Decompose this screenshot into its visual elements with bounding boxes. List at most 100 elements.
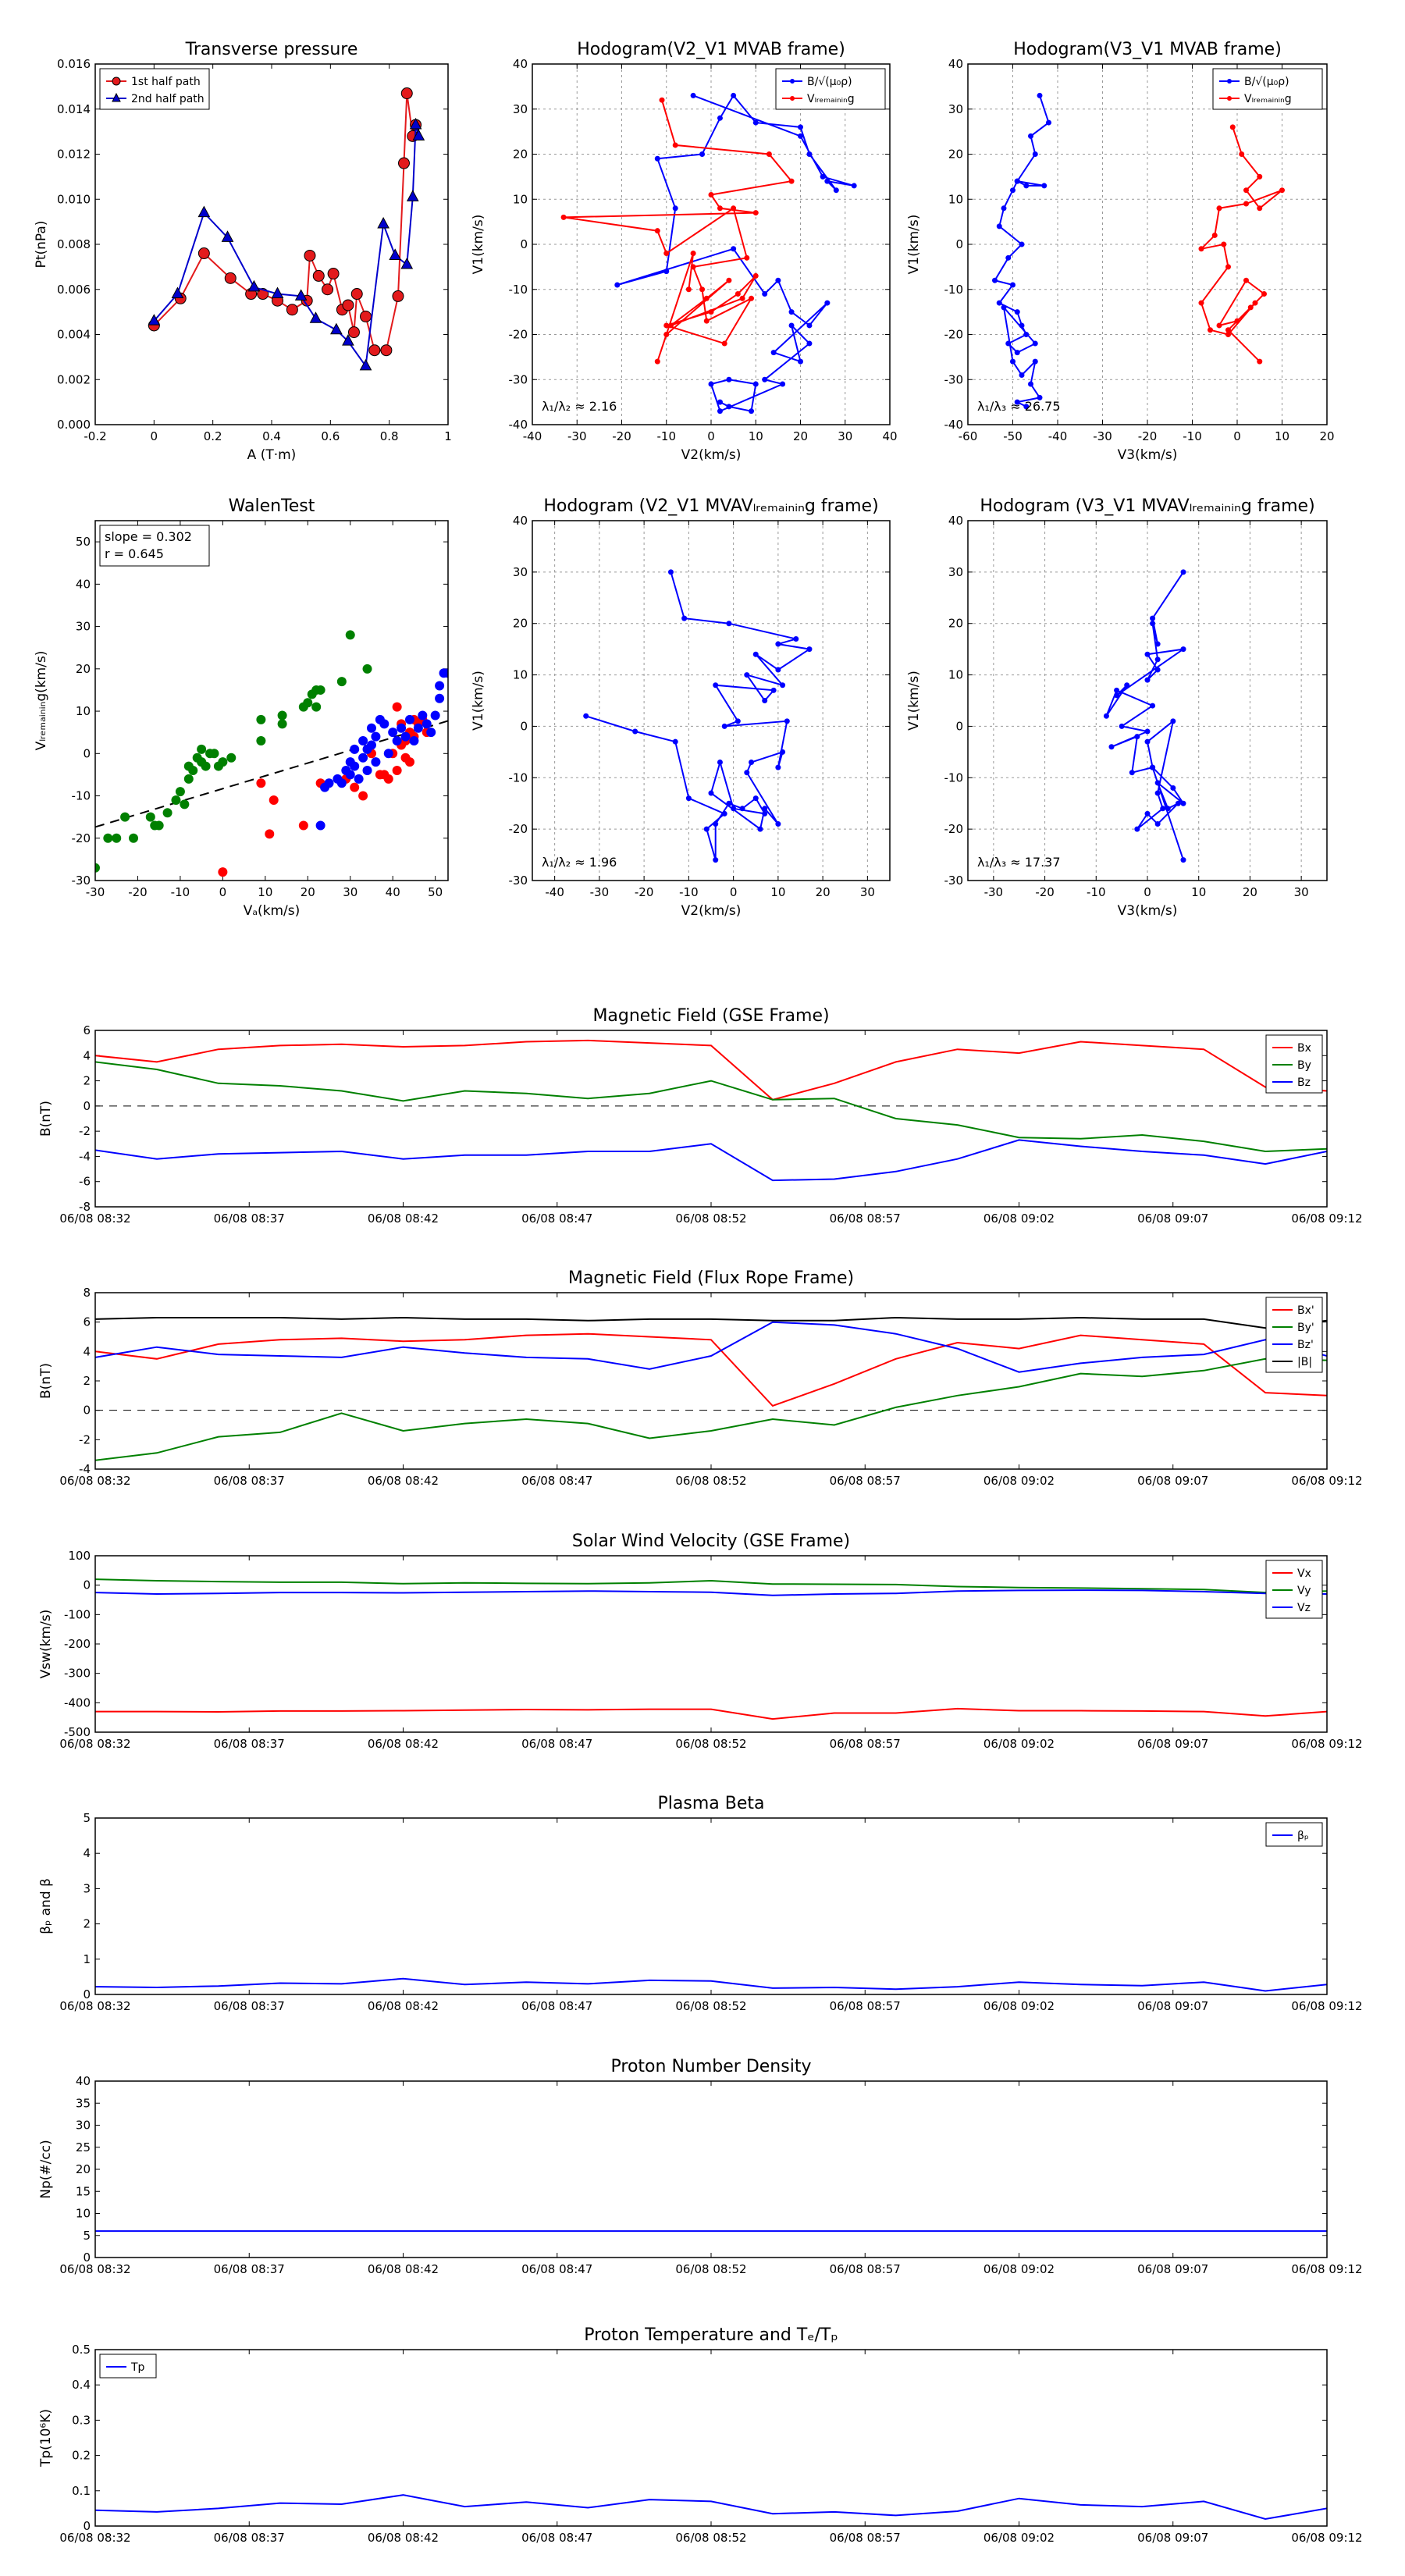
series-1-point (1037, 394, 1043, 400)
y-tick-label: -20 (509, 822, 528, 836)
legend-label: |B| (1297, 1356, 1312, 1368)
x-tick-label: 06/08 09:12 (1291, 2531, 1362, 2545)
series-1-point (322, 283, 334, 296)
series-1-point (757, 826, 763, 832)
series-1-line (585, 571, 812, 860)
series-2-point (731, 205, 737, 212)
series-1-point (726, 800, 732, 806)
x-axis-label: Vₐ(km/s) (244, 903, 301, 919)
series-1-point (1180, 800, 1186, 806)
series-1-point (1023, 183, 1030, 189)
series-1-point (583, 713, 589, 719)
series-1-point (752, 119, 759, 126)
series-1-point (1180, 646, 1186, 653)
series-3-point (336, 778, 347, 788)
series-1-point (400, 87, 413, 100)
series-3-point (371, 757, 381, 767)
series-1-point (721, 810, 727, 817)
y-tick-label: 0 (955, 719, 963, 733)
series-3-point (345, 770, 355, 780)
x-tick-label: 30 (1294, 885, 1309, 899)
x-tick-label: 0 (219, 885, 227, 899)
series-1-point (1014, 178, 1020, 184)
y-tick-label: 40 (76, 2074, 91, 2088)
series-1-point (1165, 806, 1171, 812)
y-tick-label: 0 (83, 1099, 91, 1113)
series-1-point (1144, 738, 1151, 745)
y-tick-label: 0.004 (57, 328, 91, 342)
x-tick-label: 06/08 08:47 (521, 1474, 592, 1488)
y-tick-label: 20 (513, 617, 528, 631)
plot-area (583, 569, 813, 863)
chart-title: Solar Wind Velocity (GSE Frame) (572, 1532, 850, 1551)
x-axis-label: V3(km/s) (1118, 903, 1178, 919)
series-1-point (171, 795, 181, 805)
series-1-point (762, 810, 768, 817)
y-tick-label: -300 (64, 1667, 91, 1681)
series-2-point (663, 332, 670, 337)
series-1-point (1010, 187, 1016, 194)
series-2-point (265, 829, 275, 839)
series-1-point (690, 92, 696, 98)
series-1-point (286, 304, 298, 316)
x-tick-label: 06/08 08:32 (59, 1737, 130, 1751)
plot-area (992, 92, 1285, 410)
x-tick-label: 06/08 08:42 (368, 1737, 439, 1751)
plot-frame (94, 1292, 1328, 1470)
plot-frame (94, 2349, 1328, 2527)
y-axis-label: B(nT) (38, 1363, 54, 1399)
series-2-point (404, 757, 414, 767)
y-axis-label: V1(km/s) (906, 671, 922, 731)
y-axis-label: Vsw(km/s) (38, 1610, 54, 1679)
series-1-point (1041, 183, 1048, 189)
chart-title: Hodogram(V3_V1 MVAB frame) (1013, 40, 1282, 59)
x-tick-label: 06/08 09:07 (1137, 1474, 1208, 1488)
y-tick-label: 10 (513, 192, 528, 206)
series-1-point (820, 173, 826, 180)
x-tick-label: 06/08 09:12 (1291, 1474, 1362, 1488)
series-2-point (218, 867, 228, 877)
y-tick-label: 4 (83, 1048, 91, 1062)
x-tick-label: -20 (1035, 885, 1055, 899)
y-tick-label: 2 (83, 1917, 91, 1931)
series-1-point (277, 719, 287, 729)
series-1-point (1144, 810, 1151, 817)
series-2-point (752, 210, 759, 216)
series-1-point (775, 641, 781, 647)
series-1-point (1144, 651, 1151, 657)
series-1-point (806, 151, 813, 157)
x-tick-label: 0 (730, 885, 738, 899)
y-tick-label: -10 (509, 770, 528, 785)
series-1-point (752, 795, 759, 802)
series-1-point (120, 812, 130, 822)
y-tick-label: 0.006 (57, 283, 91, 297)
x-tick-label: 30 (343, 885, 357, 899)
series-1-point (1150, 703, 1156, 709)
x-tick-label: 06/08 08:52 (675, 1212, 746, 1226)
series-2-point (717, 205, 723, 212)
y-tick-label: -500 (64, 1725, 91, 1739)
series-2-point (1198, 246, 1204, 252)
y-tick-label: 0.5 (72, 2343, 91, 2357)
series-1-point (654, 155, 660, 162)
x-tick-label: 20 (1243, 885, 1257, 899)
chart-panel-1: Transverse pressure 0.000 0.002 0.004 0.006 0… (34, 40, 452, 463)
y-tick-label: -30 (509, 873, 528, 888)
series-1-point (1154, 656, 1161, 663)
y-tick-label: 0 (520, 237, 528, 251)
legend-marker (112, 92, 121, 102)
series-1-point (1028, 381, 1033, 387)
series-1-point (1001, 304, 1007, 311)
series-1-point (209, 749, 219, 759)
y-tick-label: -4 (79, 1462, 91, 1476)
plot-frame (94, 1030, 1328, 1208)
x-tick-label: -30 (86, 885, 105, 899)
legend-label: Vy (1297, 1585, 1311, 1597)
x-tick-label: -30 (984, 885, 1004, 899)
series-1-point (112, 833, 122, 843)
series-1-point (380, 344, 393, 357)
plot-area (95, 1977, 1327, 1992)
series-1-point (188, 765, 198, 775)
series-2-point (171, 286, 184, 299)
y-tick-label: 0.014 (57, 102, 91, 116)
